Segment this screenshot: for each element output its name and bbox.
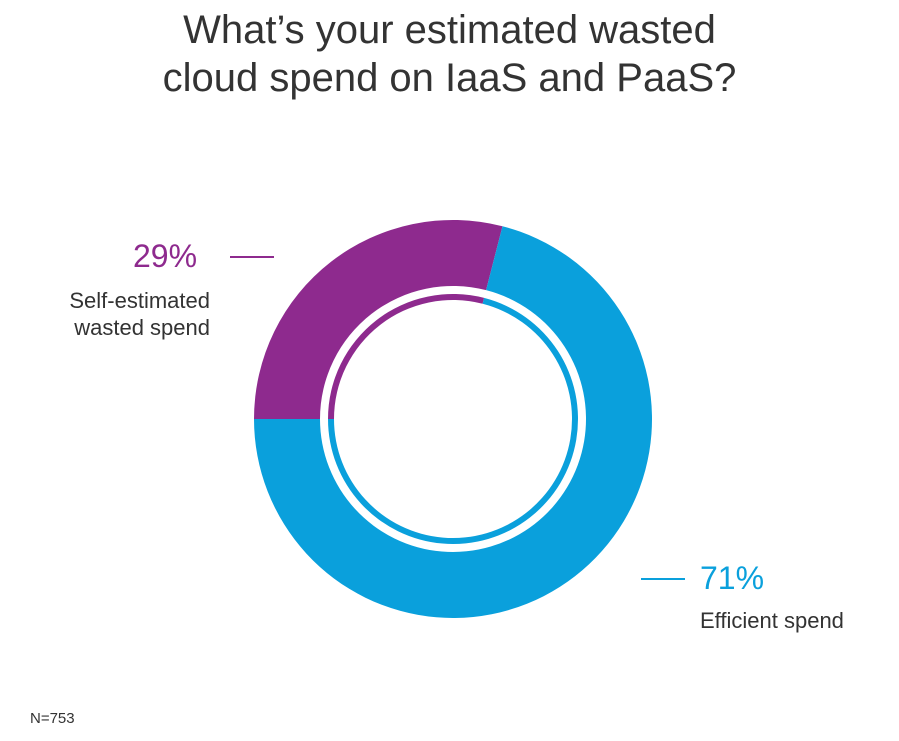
outer-ring xyxy=(254,220,652,618)
donut-slice-outer-0 xyxy=(254,220,503,419)
chart-title-line-2: cloud spend on IaaS and PaaS? xyxy=(162,56,737,100)
slice-value-label-wasted: 29% xyxy=(133,238,198,274)
slice-value-label-efficient: 71% xyxy=(700,560,765,596)
leader-line-wasted xyxy=(230,256,274,258)
donut-slice-outer-1 xyxy=(254,226,652,618)
leader-line-efficient xyxy=(641,578,685,580)
slice-category-label-wasted: Self-estimated wasted spend xyxy=(20,287,210,341)
slice-category-label-efficient-line-1: Efficient spend xyxy=(700,608,844,633)
chart-title: What’s your estimated wasted cloud spend… xyxy=(0,6,899,102)
slice-category-label-wasted-line-2: wasted spend xyxy=(74,315,210,340)
sample-size-note: N=753 xyxy=(30,710,75,727)
chart-title-line-1: What’s your estimated wasted xyxy=(183,8,716,52)
slice-category-label-wasted-line-1: Self-estimated xyxy=(69,288,210,313)
inner-ring xyxy=(328,293,578,544)
slice-category-label-efficient: Efficient spend xyxy=(700,607,844,634)
